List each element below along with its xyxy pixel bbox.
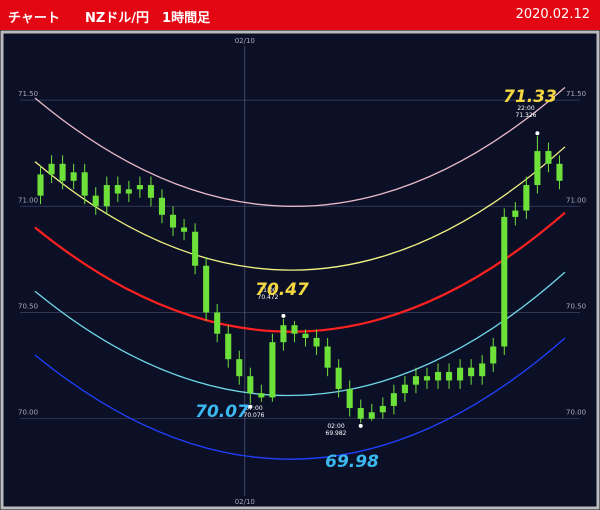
y-tick-label-right: 71.50 xyxy=(566,90,586,98)
candle-body xyxy=(48,163,55,175)
channel-curve xyxy=(34,271,566,397)
channel-curve xyxy=(34,211,566,333)
candle-body xyxy=(412,376,419,385)
candle-body xyxy=(479,363,486,377)
candle-body xyxy=(70,172,77,181)
candle-body xyxy=(302,333,309,338)
channel-curve xyxy=(34,337,566,460)
header-title: NZドル/円 1時間足 xyxy=(85,11,211,26)
x-tick-label: 02/10 xyxy=(235,37,255,45)
candle-body xyxy=(357,408,364,419)
candle-body xyxy=(59,163,66,181)
y-tick-label: 71.00 xyxy=(18,196,38,204)
candle-body xyxy=(512,210,519,217)
point-price: 70.472 xyxy=(258,294,279,301)
candle-body xyxy=(534,151,541,186)
channel-curve xyxy=(34,146,566,271)
candle-body xyxy=(181,227,188,232)
y-tick-label-right: 71.00 xyxy=(566,196,586,204)
candle-body xyxy=(192,231,199,266)
point-time: 02:00 xyxy=(327,423,344,430)
point-time: 07:00 xyxy=(245,405,262,412)
y-tick-label-right: 70.00 xyxy=(566,409,586,417)
candle-body xyxy=(114,185,121,194)
candle-body xyxy=(434,371,442,381)
point-price: 71.326 xyxy=(516,112,537,119)
candle-body xyxy=(258,393,265,398)
candle-body xyxy=(390,393,397,406)
candle-body xyxy=(545,151,552,164)
candle-body xyxy=(147,185,154,198)
y-tick-label: 70.50 xyxy=(18,302,38,310)
extreme-marker xyxy=(358,423,363,428)
price-annotation: 70.47 xyxy=(255,280,309,300)
candle-body xyxy=(501,216,508,347)
channel-curve xyxy=(34,86,566,207)
point-time: 22:00 xyxy=(517,105,534,112)
chart-frame xyxy=(0,30,600,510)
header-date: 2020.02.12 xyxy=(515,7,590,22)
candle-body xyxy=(92,195,99,207)
price-annotation: 70.07 xyxy=(195,402,249,422)
candle-body xyxy=(203,265,210,313)
candle-body xyxy=(280,325,287,343)
candle-body xyxy=(214,312,221,334)
price-annotation: 69.98 xyxy=(325,452,379,472)
candle-body xyxy=(523,185,530,211)
y-tick-label-right: 70.50 xyxy=(566,302,586,310)
candle-body xyxy=(103,185,110,207)
y-tick-label: 71.50 xyxy=(18,90,38,98)
candle-body xyxy=(125,189,132,194)
candle-body xyxy=(423,376,431,381)
candle-body xyxy=(225,333,232,360)
header: チャート NZドル/円 1時間足 2020.02.12 xyxy=(0,0,600,30)
candle-body xyxy=(490,346,497,364)
candle-body xyxy=(81,172,88,196)
candle-body xyxy=(158,197,166,215)
candle-body xyxy=(457,367,464,381)
y-tick-label: 70.00 xyxy=(18,409,38,417)
point-time: 11:00 xyxy=(259,287,276,294)
candle-body xyxy=(401,384,408,394)
chart: 70.00 70.00 70.50 70.50 71.00 71.00 71.50 71.50… xyxy=(0,30,600,510)
candle-body xyxy=(346,388,353,409)
candle-body xyxy=(269,342,276,398)
extreme-marker xyxy=(248,404,253,409)
price-annotation: 71.33 xyxy=(503,87,557,107)
x-tick-label-bottom: 02/10 xyxy=(235,498,255,506)
candle-body xyxy=(169,214,177,228)
extreme-marker xyxy=(535,131,540,136)
candle-body xyxy=(236,359,243,377)
candle-body xyxy=(37,174,44,196)
candle-body xyxy=(379,405,386,413)
candle-body xyxy=(335,367,342,389)
header-label: チャート xyxy=(8,11,60,26)
candle-body xyxy=(313,337,320,347)
point-price: 70.076 xyxy=(244,412,265,419)
extreme-marker xyxy=(281,313,286,318)
candle-body xyxy=(324,346,331,368)
candle-body xyxy=(136,185,143,190)
candle-body xyxy=(368,412,375,419)
point-price: 69.982 xyxy=(326,430,347,437)
candle-body xyxy=(446,371,453,381)
candle-body xyxy=(556,163,563,181)
candle-body xyxy=(247,376,254,394)
candle-body xyxy=(468,367,475,377)
candle-body xyxy=(291,325,298,334)
